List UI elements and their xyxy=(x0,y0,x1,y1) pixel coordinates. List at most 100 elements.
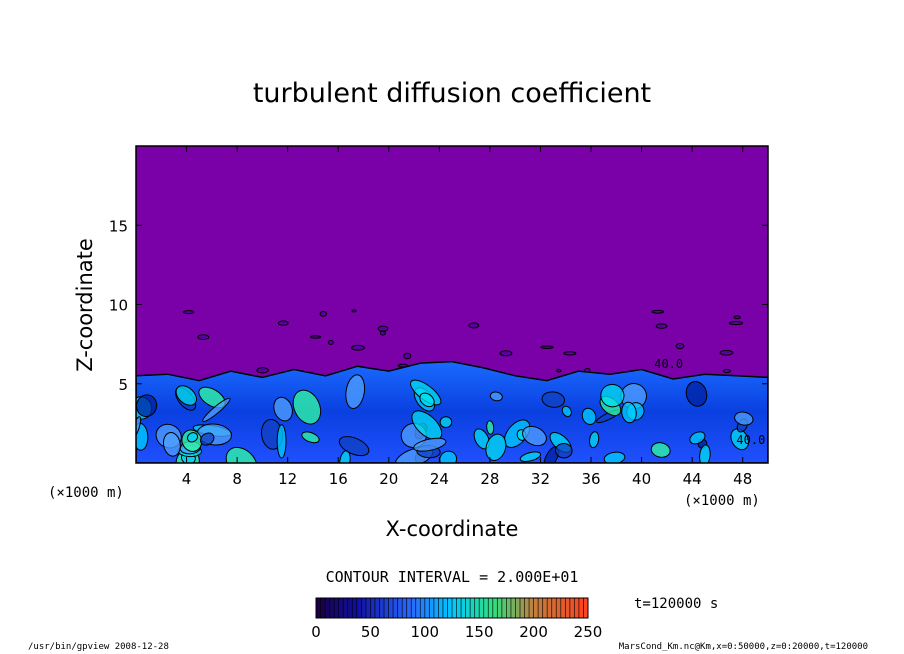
x-tick-label: 24 xyxy=(430,470,449,488)
turbulent-eddy xyxy=(689,431,706,445)
turbulent-eddy xyxy=(685,381,708,407)
contour-island xyxy=(377,325,389,332)
turbulent-eddy xyxy=(699,444,711,463)
turbulent-eddy xyxy=(136,422,149,451)
footer-left: /usr/bin/gpview 2008-12-28 xyxy=(28,642,169,652)
x-tick-label: 12 xyxy=(278,470,297,488)
colorbar-tick-label: 250 xyxy=(574,623,603,641)
contour-island xyxy=(183,310,195,315)
time-label: t=120000 s xyxy=(634,596,718,612)
x-tick-label: 32 xyxy=(531,470,550,488)
x-tick-label: 44 xyxy=(683,470,702,488)
plot-area: 40.0 40.0 xyxy=(135,145,769,464)
contour-island xyxy=(651,309,665,314)
x-axis-label: X-coordinate xyxy=(386,517,519,541)
turbulent-eddy xyxy=(175,385,198,406)
turbulent-eddy xyxy=(561,405,572,418)
turbulent-eddy xyxy=(186,432,199,443)
x-tick-label: 36 xyxy=(581,470,600,488)
colorbar: 0 50 100 150 200 250 xyxy=(311,597,602,641)
contour-island xyxy=(733,315,741,320)
turbulent-eddy xyxy=(485,433,507,461)
contour-value-label: 40.0 xyxy=(736,433,765,447)
turbulent-eddy xyxy=(581,407,597,426)
contour-island xyxy=(584,368,591,373)
turbulent-eddy xyxy=(276,424,287,459)
colorbar-tick-label: 150 xyxy=(465,623,494,641)
contour-island xyxy=(556,368,562,373)
contour-island xyxy=(719,350,734,356)
x-tick-label: 4 xyxy=(182,470,192,488)
colorbar-tick-label: 0 xyxy=(311,623,321,641)
contour-island xyxy=(540,345,554,349)
contour-island xyxy=(351,309,357,313)
contour-island xyxy=(319,311,327,317)
contour-island xyxy=(468,322,480,329)
turbulent-eddy xyxy=(162,431,181,457)
turbulent-eddy xyxy=(136,394,158,418)
y-tick-label: 10 xyxy=(109,297,128,315)
colorbar-tick-label: 50 xyxy=(361,623,380,641)
turbulent-eddy xyxy=(202,397,231,422)
contour-island xyxy=(256,367,269,374)
contour-value-label: 40.0 xyxy=(654,357,683,371)
turbulent-eddy xyxy=(439,416,453,429)
contour-island xyxy=(397,363,408,368)
x-unit-right: (×1000 m) xyxy=(684,493,760,509)
contour-island xyxy=(277,320,289,326)
y-axis: 5 10 15 xyxy=(109,217,768,394)
x-tick-label: 28 xyxy=(480,470,499,488)
contour-island xyxy=(499,350,513,357)
turbulent-eddy xyxy=(489,391,503,402)
contour-island xyxy=(563,351,577,356)
turbulent-eddy xyxy=(292,389,322,425)
contour-island xyxy=(309,335,322,339)
x-tick-label: 8 xyxy=(232,470,242,488)
x-tick-label: 20 xyxy=(379,470,398,488)
contour-island xyxy=(403,352,412,360)
turbulent-eddy xyxy=(621,401,637,424)
turbulent-eddy xyxy=(519,451,542,463)
contour-island xyxy=(675,343,685,350)
colorbar-ticks: 0 50 100 150 200 250 xyxy=(311,623,602,641)
turbulent-eddy xyxy=(301,431,320,444)
turbulent-eddy xyxy=(419,392,435,408)
boundary-layer-field: 40.0 40.0 xyxy=(136,309,768,463)
turbulent-eddy xyxy=(200,432,215,446)
footer-right: MarsCond_Km.nc@Km,x=0:50000,z=0:20000,t=… xyxy=(619,642,868,652)
turbulent-eddy xyxy=(603,451,626,463)
turbulent-eddy xyxy=(541,391,566,408)
x-tick-label: 40 xyxy=(632,470,651,488)
chart-title: turbulent diffusion coefficient xyxy=(253,78,651,109)
contour-island xyxy=(327,340,334,345)
turbulent-eddy xyxy=(734,411,754,426)
y-axis-label: Z-coordinate xyxy=(73,238,97,372)
contour-island xyxy=(728,321,744,325)
turbulent-eddy xyxy=(338,436,370,457)
contour-island xyxy=(722,368,732,374)
turbulent-eddy xyxy=(555,442,573,459)
turbulent-eddy xyxy=(588,431,600,449)
contour-island xyxy=(197,334,210,341)
contour-island xyxy=(655,323,668,329)
turbulent-eddy xyxy=(486,420,495,435)
turbulent-eddy xyxy=(650,442,671,458)
colorbar-tick-label: 200 xyxy=(519,623,548,641)
turbulent-eddy xyxy=(411,410,443,441)
colorbar-tick-label: 100 xyxy=(410,623,439,641)
turbulent-eddy xyxy=(413,437,447,452)
colorbar-stripes xyxy=(320,598,584,618)
turbulent-eddy xyxy=(345,374,366,410)
x-unit-left: (×1000 m) xyxy=(48,485,124,501)
x-axis: 4 8 12 16 20 24 28 32 36 40 44 48 xyxy=(182,146,752,488)
y-tick-label: 5 xyxy=(118,376,128,394)
turbulent-eddy xyxy=(522,425,547,447)
y-tick-label: 15 xyxy=(109,217,128,235)
turbulent-eddy xyxy=(273,396,293,422)
contour-island xyxy=(351,344,365,351)
x-tick-label: 16 xyxy=(329,470,348,488)
x-tick-label: 48 xyxy=(733,470,752,488)
turbulent-eddy xyxy=(730,428,749,451)
turbulent-eddy xyxy=(600,383,625,408)
contour-interval: CONTOUR INTERVAL = 2.000E+01 xyxy=(326,568,579,586)
